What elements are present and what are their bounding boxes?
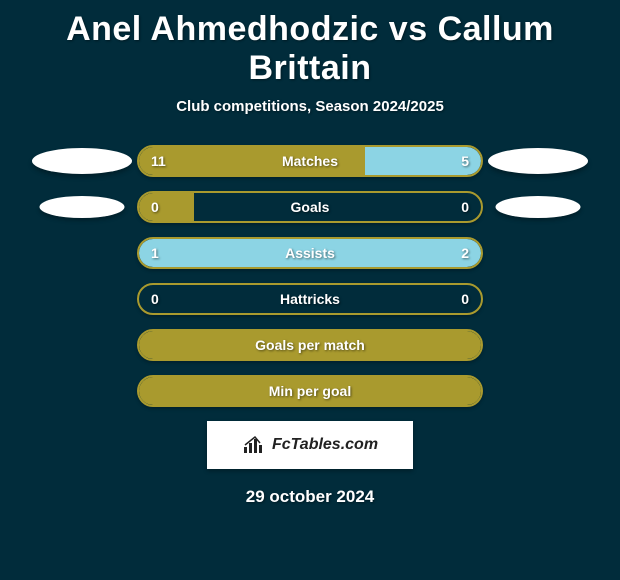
left-avatar-slot [27,191,137,223]
right-avatar-slot [483,237,593,269]
stat-bar: 00Hattricks [137,283,483,315]
stat-bar: 115Matches [137,145,483,177]
stat-row: 115Matches [0,145,620,177]
left-avatar-slot [27,375,137,407]
left-avatar-slot [27,283,137,315]
date-text: 29 october 2024 [0,487,620,507]
stat-row: Min per goal [0,375,620,407]
left-avatar-slot [27,237,137,269]
right-avatar-slot [483,145,593,177]
stat-bar: 12Assists [137,237,483,269]
left-avatar-slot [27,329,137,361]
badge-text: FcTables.com [272,436,378,454]
stat-label: Matches [139,153,481,169]
stat-row: 00Goals [0,191,620,223]
chart-icon [242,435,266,455]
player-avatar-icon [40,196,125,218]
stat-label: Goals [139,199,481,215]
stat-bar: Goals per match [137,329,483,361]
player-avatar-icon [32,148,132,174]
stat-label: Min per goal [139,383,481,399]
player-avatar-icon [488,148,588,174]
stat-row: 12Assists [0,237,620,269]
right-avatar-slot [483,375,593,407]
stat-row: Goals per match [0,329,620,361]
right-avatar-slot [483,329,593,361]
stat-bar: Min per goal [137,375,483,407]
stats-container: 115Matches 00Goals 12Assists 00Hattricks Goa… [0,145,620,407]
left-avatar-slot [27,145,137,177]
stat-row: 00Hattricks [0,283,620,315]
comparison-title: Anel Ahmedhodzic vs Callum Brittain [0,0,620,88]
stat-label: Goals per match [139,337,481,353]
stat-label: Hattricks [139,291,481,307]
subtitle: Club competitions, Season 2024/2025 [0,98,620,115]
player-avatar-icon [496,196,581,218]
source-badge: FcTables.com [207,421,413,469]
right-avatar-slot [483,283,593,315]
player1-name: Anel Ahmedhodzic [66,10,379,48]
right-avatar-slot [483,191,593,223]
stat-label: Assists [139,245,481,261]
vs-text: vs [389,10,428,48]
stat-bar: 00Goals [137,191,483,223]
